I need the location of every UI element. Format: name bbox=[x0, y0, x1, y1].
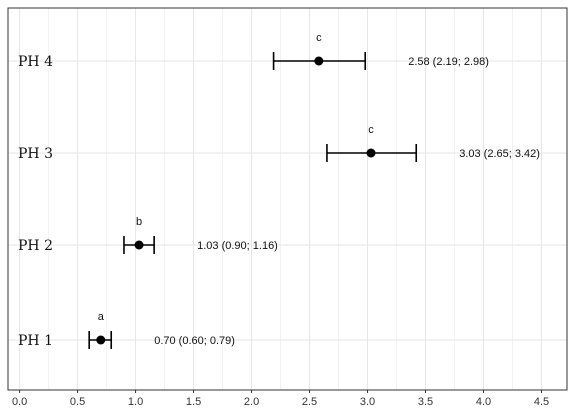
value-label: 1.03 (0.90; 1.16) bbox=[197, 240, 278, 252]
value-label: 3.03 (2.65; 3.42) bbox=[459, 148, 540, 160]
group-letter: a bbox=[98, 311, 105, 323]
estimate-point bbox=[314, 56, 324, 66]
x-tick-label: 2.0 bbox=[244, 396, 259, 408]
x-tick-label: 3.5 bbox=[418, 396, 433, 408]
estimate-point bbox=[96, 335, 106, 345]
estimate-point bbox=[134, 240, 144, 250]
x-tick-label: 0.0 bbox=[12, 396, 27, 408]
value-label: 2.58 (2.19; 2.98) bbox=[408, 56, 489, 68]
x-tick-label: 3.0 bbox=[360, 396, 375, 408]
category-label: PH 3 bbox=[18, 146, 53, 162]
x-axis: 0.0 0.5 1.0 1.5 2.0 2.5 3.0 3.5 4.0 4.5 bbox=[12, 390, 549, 408]
plot-border bbox=[7, 7, 568, 391]
grid-lines bbox=[8, 8, 567, 390]
category-label: PH 2 bbox=[18, 238, 53, 254]
category-label: PH 1 bbox=[18, 333, 53, 349]
data-marks bbox=[88, 52, 418, 349]
group-letter: c bbox=[368, 124, 374, 136]
group-letter: c bbox=[316, 32, 322, 44]
value-label: 0.70 (0.60; 0.79) bbox=[154, 335, 235, 347]
x-tick-label: 4.0 bbox=[476, 396, 491, 408]
category-label: PH 4 bbox=[18, 54, 53, 70]
x-tick-label: 1.0 bbox=[128, 396, 143, 408]
estimate-point bbox=[366, 148, 376, 158]
x-tick-label: 1.5 bbox=[186, 396, 201, 408]
plot-background bbox=[8, 8, 567, 390]
label-layer: PH 1 a 0.70 (0.60; 0.79) PH 2 b 1.03 (0.90; 1… bbox=[18, 32, 540, 349]
group-letter: b bbox=[136, 216, 142, 228]
x-tick-label: 0.5 bbox=[70, 396, 85, 408]
x-tick-label: 2.5 bbox=[302, 396, 317, 408]
x-tick-label: 4.5 bbox=[534, 396, 549, 408]
